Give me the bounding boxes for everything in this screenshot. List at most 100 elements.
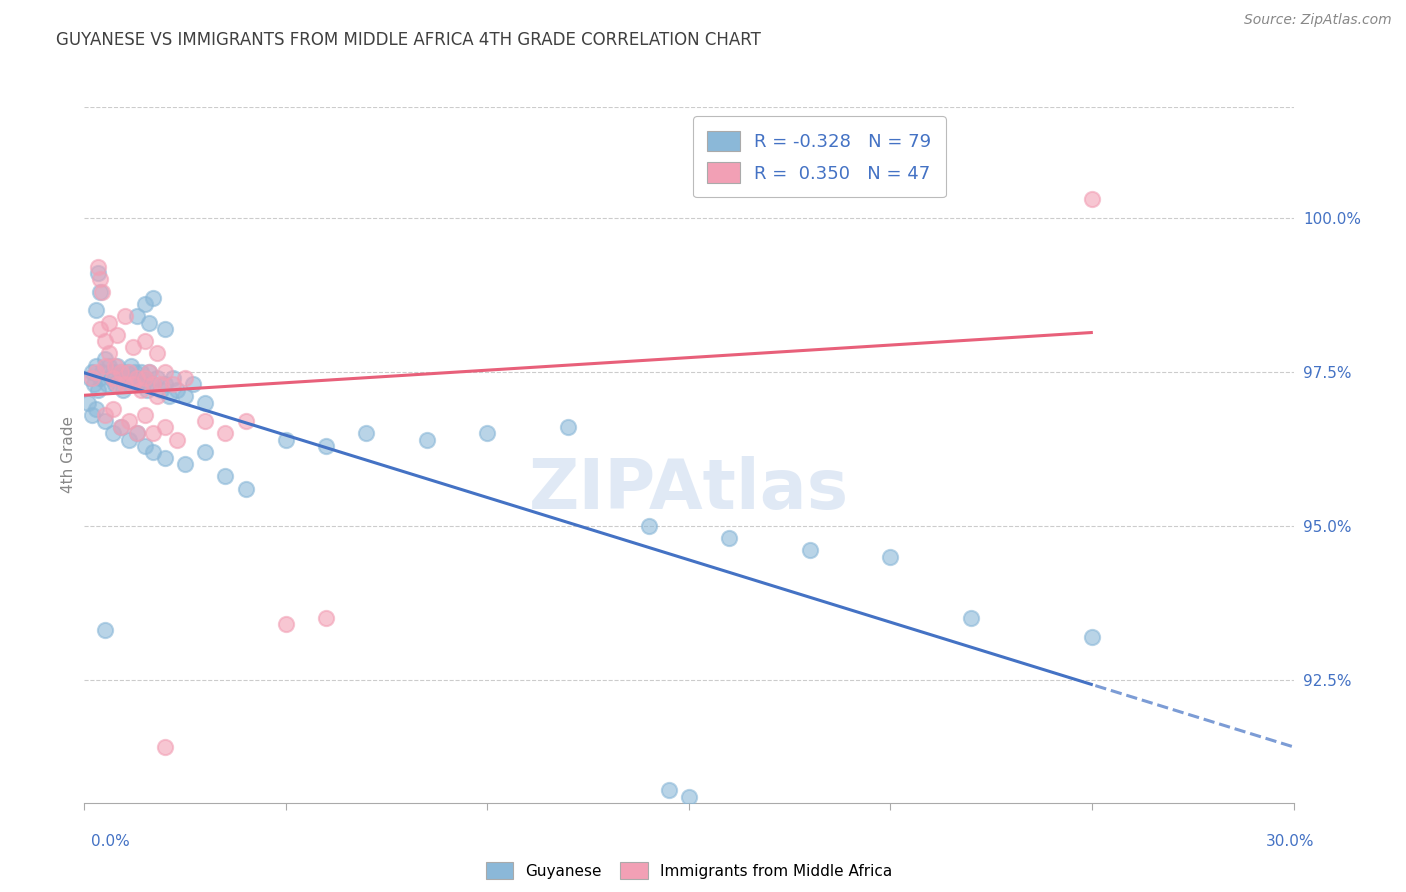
Point xyxy=(79,371,101,385)
Point xyxy=(87,266,110,280)
Point xyxy=(149,384,172,398)
Point xyxy=(125,426,148,441)
Point xyxy=(134,371,156,385)
Point xyxy=(96,377,118,392)
Legend: Guyanese, Immigrants from Middle Africa: Guyanese, Immigrants from Middle Africa xyxy=(479,855,898,886)
Point xyxy=(89,285,111,299)
Point xyxy=(194,414,217,428)
Point xyxy=(274,433,297,447)
Point xyxy=(86,365,108,379)
Point xyxy=(135,384,157,398)
Point xyxy=(166,433,188,447)
Point xyxy=(214,469,236,483)
Point xyxy=(142,291,165,305)
Point xyxy=(110,420,132,434)
Text: GUYANESE VS IMMIGRANTS FROM MIDDLE AFRICA 4TH GRADE CORRELATION CHART: GUYANESE VS IMMIGRANTS FROM MIDDLE AFRIC… xyxy=(56,31,761,49)
Point xyxy=(678,789,700,804)
Point xyxy=(960,611,983,625)
Point xyxy=(194,395,217,409)
Point xyxy=(83,377,105,392)
Point xyxy=(658,783,681,797)
Point xyxy=(82,408,104,422)
Point xyxy=(799,543,821,558)
Point xyxy=(356,426,378,441)
Point xyxy=(274,617,297,632)
Point xyxy=(134,334,156,348)
Point xyxy=(104,359,127,373)
Point xyxy=(142,426,165,441)
Point xyxy=(110,420,132,434)
Point xyxy=(146,346,169,360)
Point xyxy=(93,334,115,348)
Point xyxy=(105,359,128,373)
Point xyxy=(146,389,169,403)
Point xyxy=(93,624,115,638)
Point xyxy=(132,377,155,392)
Point xyxy=(142,377,165,392)
Text: Source: ZipAtlas.com: Source: ZipAtlas.com xyxy=(1244,13,1392,28)
Point xyxy=(134,371,156,385)
Point xyxy=(118,377,141,392)
Point xyxy=(115,365,138,379)
Point xyxy=(124,365,146,379)
Point xyxy=(82,371,104,385)
Point xyxy=(91,365,114,379)
Point xyxy=(153,365,176,379)
Point xyxy=(879,549,901,564)
Point xyxy=(89,272,111,286)
Text: 30.0%: 30.0% xyxy=(1267,834,1315,849)
Point xyxy=(1081,630,1104,644)
Point xyxy=(315,439,337,453)
Point xyxy=(1081,193,1104,207)
Point xyxy=(120,359,142,373)
Point xyxy=(153,377,176,392)
Point xyxy=(97,346,120,360)
Point xyxy=(149,377,172,392)
Point xyxy=(153,420,176,434)
Point xyxy=(82,365,104,379)
Point xyxy=(114,371,136,385)
Point xyxy=(134,297,156,311)
Point xyxy=(174,371,197,385)
Point xyxy=(235,414,257,428)
Point xyxy=(134,408,156,422)
Point xyxy=(86,401,108,416)
Point xyxy=(87,260,110,274)
Point xyxy=(114,377,136,392)
Point xyxy=(93,414,115,428)
Point xyxy=(100,371,122,385)
Point xyxy=(477,426,499,441)
Point xyxy=(118,414,141,428)
Point xyxy=(153,321,176,335)
Point xyxy=(77,395,100,409)
Point xyxy=(174,389,197,403)
Point xyxy=(134,439,156,453)
Y-axis label: 4th Grade: 4th Grade xyxy=(60,417,76,493)
Point xyxy=(718,531,741,545)
Point xyxy=(153,450,176,465)
Point xyxy=(138,365,160,379)
Point xyxy=(89,371,111,385)
Point xyxy=(118,365,141,379)
Point xyxy=(146,371,169,385)
Point xyxy=(557,420,579,434)
Point xyxy=(86,359,108,373)
Point xyxy=(416,433,439,447)
Point xyxy=(129,384,152,398)
Point xyxy=(138,365,160,379)
Point xyxy=(194,445,217,459)
Point xyxy=(118,433,141,447)
Point xyxy=(86,303,108,318)
Point xyxy=(97,359,120,373)
Point xyxy=(101,371,124,385)
Point xyxy=(104,377,127,392)
Point xyxy=(125,310,148,324)
Point xyxy=(121,377,143,392)
Point xyxy=(93,408,115,422)
Point xyxy=(235,482,257,496)
Text: ZIPAtlas: ZIPAtlas xyxy=(529,456,849,524)
Point xyxy=(162,371,184,385)
Point xyxy=(121,371,143,385)
Point xyxy=(174,457,197,471)
Point xyxy=(105,327,128,342)
